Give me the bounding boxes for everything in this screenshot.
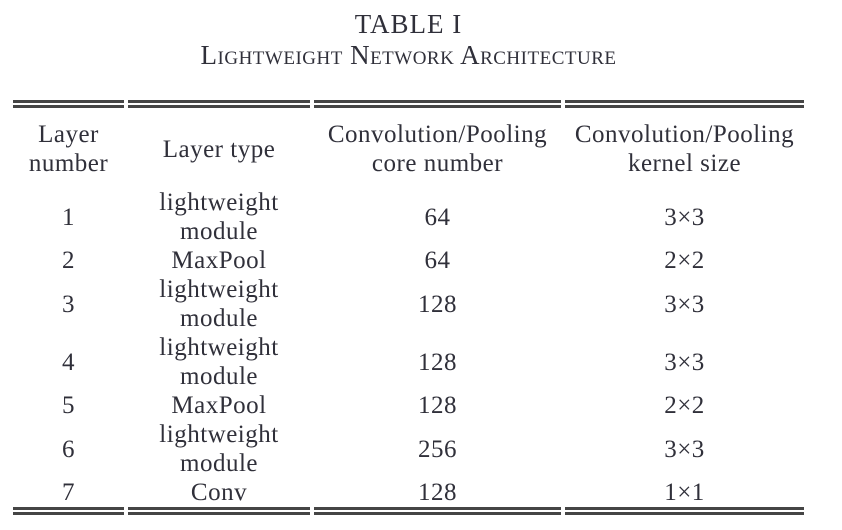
cell-core-number: 64	[424, 203, 451, 231]
cell-core-number: 128	[314, 478, 561, 515]
cell-core-number: 128	[418, 290, 457, 318]
table-row: 5 MaxPool 128 2×2	[13, 391, 804, 420]
cell-layer-number: 5	[62, 392, 75, 419]
cell-layer-number: 6	[62, 435, 75, 463]
cell-layer-number: 7	[13, 478, 124, 515]
cell-layer-type: MaxPool	[171, 247, 267, 274]
table-row: 1 lightweight module 64 3×3	[13, 188, 804, 246]
cell-layer-type: MaxPool	[171, 392, 267, 419]
table-body: 1 lightweight module 64 3×3 2 MaxPool 64 2×2 3 li…	[13, 188, 804, 515]
cell-layer-type: lightweight module	[159, 276, 279, 332]
table-row: 7 Conv 128 1×1	[13, 478, 804, 515]
cell-layer-number: 1	[62, 203, 75, 231]
column-header-layer-type: Layer type	[128, 100, 310, 188]
table-caption: TABLE I Lightweight Network Architecture	[9, 8, 808, 70]
cell-kernel-size: 3×3	[664, 348, 705, 376]
table-header: Layer number Layer type Convolution/Pool…	[13, 100, 804, 188]
cell-core-number: 128	[418, 348, 457, 376]
table-caption-number: TABLE I	[354, 9, 463, 39]
cell-layer-number: 3	[62, 290, 75, 318]
cell-layer-number: 4	[62, 348, 75, 376]
cell-kernel-size: 3×3	[664, 435, 705, 463]
cell-kernel-size: 3×3	[664, 203, 705, 231]
table-row: 3 lightweight module 128 3×3	[13, 275, 804, 333]
cell-core-number: 128	[418, 392, 457, 419]
cell-kernel-size: 3×3	[664, 290, 705, 318]
cell-layer-type: lightweight module	[159, 421, 279, 477]
cell-layer-type: lightweight module	[159, 189, 279, 245]
column-header-core-number: Convolution/Pooling core number	[314, 100, 561, 188]
cell-core-number: 64	[424, 247, 451, 274]
cell-kernel-size: 1×1	[565, 478, 804, 515]
column-header-layer-number: Layer number	[13, 100, 124, 188]
table-caption-title: Lightweight Network Architecture	[200, 40, 617, 70]
cell-layer-number: 2	[62, 247, 75, 274]
header-row: Layer number Layer type Convolution/Pool…	[13, 100, 804, 188]
cell-layer-type: lightweight module	[159, 334, 279, 390]
table-row: 2 MaxPool 64 2×2	[13, 246, 804, 275]
table-row: 4 lightweight module 128 3×3	[13, 333, 804, 391]
cell-layer-type: Conv	[128, 478, 310, 515]
architecture-table: Layer number Layer type Convolution/Pool…	[9, 100, 808, 515]
column-header-kernel-size: Convolution/Pooling kernel size	[565, 100, 804, 188]
table-row: 6 lightweight module 256 3×3	[13, 420, 804, 478]
cell-kernel-size: 2×2	[664, 392, 705, 419]
cell-core-number: 256	[418, 435, 457, 463]
cell-kernel-size: 2×2	[664, 247, 705, 274]
